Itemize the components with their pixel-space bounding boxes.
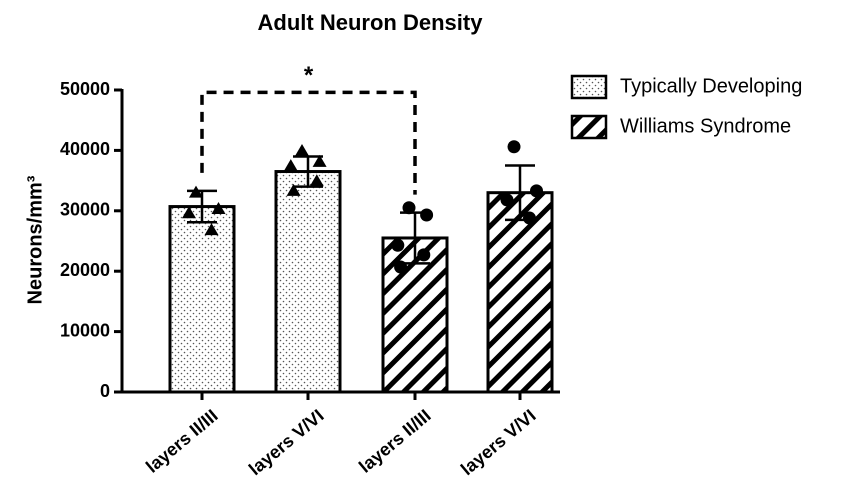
data-point bbox=[283, 159, 298, 172]
data-point bbox=[295, 144, 309, 157]
data-point bbox=[420, 208, 434, 222]
data-point bbox=[312, 154, 327, 167]
data-point bbox=[507, 140, 521, 154]
y-tick-label: 40000 bbox=[60, 139, 110, 159]
y-tick-label: 0 bbox=[100, 381, 110, 401]
bar bbox=[486, 191, 554, 394]
x-tick-label: layers V/VI bbox=[245, 405, 328, 479]
error-bar bbox=[293, 155, 323, 188]
data-point bbox=[286, 183, 301, 196]
data-point bbox=[417, 248, 431, 262]
data-point bbox=[523, 211, 536, 225]
data-point bbox=[182, 206, 196, 219]
x-tick-label: layers II/III bbox=[142, 405, 222, 476]
data-point bbox=[309, 174, 324, 187]
bar bbox=[274, 170, 342, 394]
data-point bbox=[204, 223, 219, 236]
data-point bbox=[391, 238, 405, 252]
y-tick-label: 50000 bbox=[60, 79, 110, 99]
significance-label: * bbox=[304, 62, 314, 89]
legend-label: Williams Syndrome bbox=[620, 115, 791, 137]
significance-bracket bbox=[200, 90, 417, 195]
data-point bbox=[189, 185, 203, 198]
x-tick-label: layers V/VI bbox=[457, 405, 540, 479]
y-tick-label: 30000 bbox=[60, 200, 110, 220]
y-axis-label: Neurons/mm³ bbox=[24, 175, 46, 304]
data-point bbox=[211, 201, 226, 214]
legend-swatch bbox=[570, 114, 608, 140]
chart-title: Adult Neuron Density bbox=[258, 10, 484, 35]
x-tick-label: layers II/III bbox=[355, 405, 435, 476]
data-point bbox=[402, 201, 416, 215]
data-point bbox=[530, 184, 543, 198]
y-tick-label: 20000 bbox=[60, 260, 110, 280]
data-point bbox=[500, 193, 514, 207]
bar bbox=[168, 205, 236, 394]
y-tick-label: 10000 bbox=[60, 320, 110, 340]
legend-label: Typically Developing bbox=[620, 75, 802, 97]
legend-swatch bbox=[570, 74, 608, 100]
data-point bbox=[394, 260, 408, 274]
